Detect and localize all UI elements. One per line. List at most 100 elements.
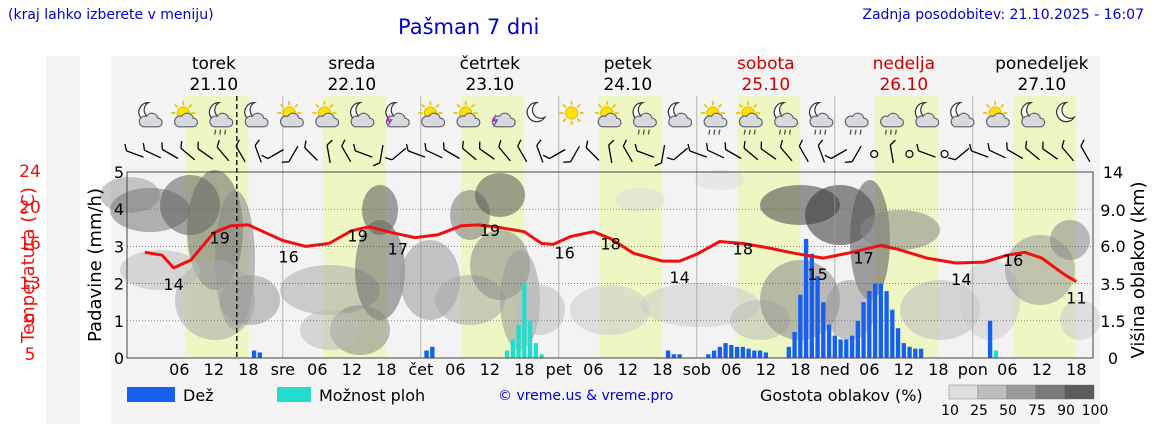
temperature-line [144,223,1078,283]
wind-barb [743,140,759,161]
rain-bar [729,344,734,358]
precip-tick-label: 3 [114,237,124,256]
wind-barb [905,149,914,159]
wind-barb [607,139,615,163]
sun-icon [558,100,585,126]
x-tick-label: 18 [928,360,948,379]
day-date: 27.10 [1017,75,1066,95]
x-tick-label: 18 [514,360,534,379]
legend-cloud-density-swatch [1006,384,1037,400]
legend-cloud-density-swatch [1035,384,1066,400]
day-date: 26.10 [879,75,928,95]
precip-tick-label: 4 [114,200,124,219]
rain-bar [711,350,717,358]
precip-axis-title: Padavine (mm/h) [85,188,106,342]
rain-bar [786,346,791,358]
shower-bar [516,324,521,358]
rain-bar [918,348,924,358]
x-tick-label: 06 [859,360,879,379]
day-date: 21.10 [189,75,238,95]
cloud-density-cell [695,170,745,190]
rain-bar [809,253,814,358]
x-tick-label: 18 [1066,360,1086,379]
update-timestamp: Zadnja posodobitev: 21.10.2025 - 16:07 [862,7,1144,23]
temperature-label: 19 [347,227,367,246]
wind-barb [161,142,179,160]
legend-rain-label: Dež [183,386,214,405]
wind-barb [424,142,443,159]
x-tick-label: 06 [721,360,741,379]
rain-bar [671,354,676,358]
wind-barb [687,143,707,158]
cloud-height-tick-label: 1.5 [1100,312,1125,331]
wind-barb [916,143,936,158]
rain-bar [717,346,722,358]
rain-bar [746,348,751,358]
legend: Dež Možnost ploh Gostota oblakov (%) 10 25 50… [127,384,1109,419]
x-tick-label: 06 [583,360,603,379]
day-name: četrtek [460,54,521,74]
temperature-label: 17 [853,248,873,267]
wind-barb [517,139,528,163]
legend-cloud-density-step: 100 [1082,403,1109,419]
wind-barb [1042,141,1058,160]
x-tick-label: čet [408,360,433,379]
x-tick-label: 12 [756,360,776,379]
wind-barb [1006,142,1024,160]
temperature-axis-title: Temperatura (°C) [18,187,39,344]
wind-barb [326,139,333,163]
rain-bar [251,350,257,358]
x-tick-label: 12 [342,360,362,379]
cloud-density-cell [1060,300,1100,340]
cloud-height-tick-label: 9.0 [1100,201,1125,220]
legend-cloud-density-swatch [977,384,1008,400]
rain-bar [861,302,866,358]
wind-barb [634,143,655,158]
wind-barb [563,145,581,163]
rain-bars [251,238,993,358]
legend-cloud-density-swatch [1064,384,1095,400]
precip-tick-label: 2 [114,275,124,294]
plot-border [126,171,1094,359]
rain-bar [987,320,993,358]
cloud-height-tick-label: 6.0 [1100,237,1125,256]
x-tick-label: ned [820,360,850,379]
rain-bar [740,346,745,358]
wind-barb [705,142,725,159]
credit-link[interactable]: © vreme.us & vreme.pro [498,388,674,404]
rain-bar [838,339,843,358]
rain-bar [907,346,912,358]
x-tick-label: 12 [480,360,500,379]
x-tick-label: 12 [894,360,914,379]
wind-barb [536,139,544,163]
cloud-density-cell [960,260,1020,340]
precip-tick-label: 0 [114,349,124,368]
day-name: ponedeljek [995,54,1089,74]
cloud-density-cell [475,173,525,217]
rain-bar [855,320,860,358]
wind-barb [405,143,426,158]
rain-bar [677,354,682,358]
cloud-density-cell [300,310,360,350]
rain-bar [757,350,763,358]
rain-bar [884,291,889,358]
rain-bar [763,352,768,358]
cloud-height-tick-label: 0 [1108,349,1118,368]
temperature-label: 19 [480,221,500,240]
shower-bar [539,354,544,358]
region-note[interactable]: (kraj lahko izberete v meniju) [8,7,214,23]
shower-bar [504,350,510,358]
day-date: 24.10 [603,75,652,95]
temperature-label: 14 [669,268,689,287]
cloud-density-cell [515,285,565,335]
rain-bar [832,335,837,358]
rain-bar [424,350,429,358]
rain-bar [867,291,872,358]
wind-barb [461,140,477,161]
wind-barb [760,141,777,160]
shower-bar [527,320,533,358]
x-tick-label: 06 [997,360,1017,379]
